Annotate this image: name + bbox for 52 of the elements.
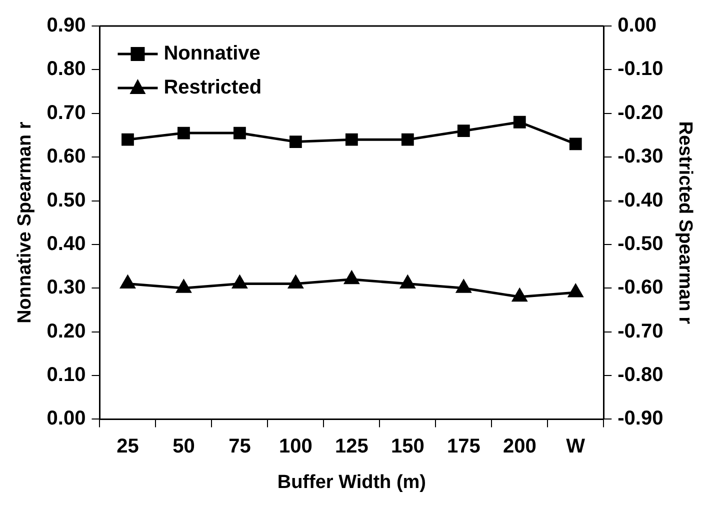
point xyxy=(120,276,136,289)
y-tick-label: 0.00 xyxy=(46,408,86,430)
y-tick-label: 0.40 xyxy=(46,232,86,255)
point xyxy=(401,133,414,146)
y-tick-label: 0.70 xyxy=(46,102,86,124)
point xyxy=(288,276,303,289)
y2-tick-label: -0.10 xyxy=(618,58,664,80)
point xyxy=(569,138,582,150)
point xyxy=(513,116,526,128)
y-tick-label: 0.10 xyxy=(46,364,86,386)
y2-tick-label: 0.00 xyxy=(618,14,657,37)
y-axis-title: Nonnative Spearman r xyxy=(14,121,36,324)
x-tick-label: 75 xyxy=(228,436,251,458)
x-tick-label: W xyxy=(566,436,586,458)
point xyxy=(400,276,415,289)
x-tick-label: 25 xyxy=(116,436,139,458)
point xyxy=(456,280,471,293)
y-tick-label: 0.50 xyxy=(46,189,86,212)
point xyxy=(512,288,527,302)
y2-tick-label: -0.50 xyxy=(618,232,664,255)
x-tick-label: 100 xyxy=(278,436,312,458)
point xyxy=(232,276,248,289)
y2-tick-label: -0.80 xyxy=(618,364,664,386)
point xyxy=(568,284,583,298)
x-tick-label: 125 xyxy=(334,436,368,458)
legend-label: Restricted xyxy=(164,76,262,99)
y2-tick-label: -0.20 xyxy=(618,102,664,124)
x-tick-label: 150 xyxy=(390,436,424,458)
x-tick-label: 175 xyxy=(446,436,480,458)
point xyxy=(178,126,190,140)
point xyxy=(345,133,358,146)
y2-tick-label: -0.40 xyxy=(618,189,664,212)
point xyxy=(344,271,359,284)
y-tick-label: 0.80 xyxy=(46,58,86,80)
y-tick-label: 0.60 xyxy=(46,146,86,168)
x-tick-label: 200 xyxy=(502,436,536,458)
y2-tick-label: -0.90 xyxy=(618,408,664,430)
y2-tick-label: -0.30 xyxy=(618,146,664,168)
y-tick-label: 0.90 xyxy=(46,14,86,37)
y2-axis-title: Restricted Spearman r xyxy=(674,121,696,325)
x-tick-label: 50 xyxy=(172,436,195,458)
point xyxy=(176,280,192,293)
point xyxy=(122,133,134,146)
y2-tick-label: -0.70 xyxy=(618,320,664,342)
point xyxy=(457,124,470,138)
y2-tick-label: -0.60 xyxy=(618,276,664,299)
y-tick-label: 0.30 xyxy=(46,276,86,299)
point xyxy=(289,136,302,148)
x-axis-title: Buffer Width (m) xyxy=(277,472,426,493)
y-tick-label: 0.20 xyxy=(46,320,86,342)
point xyxy=(233,126,246,140)
legend-label: Nonnative xyxy=(164,42,260,65)
